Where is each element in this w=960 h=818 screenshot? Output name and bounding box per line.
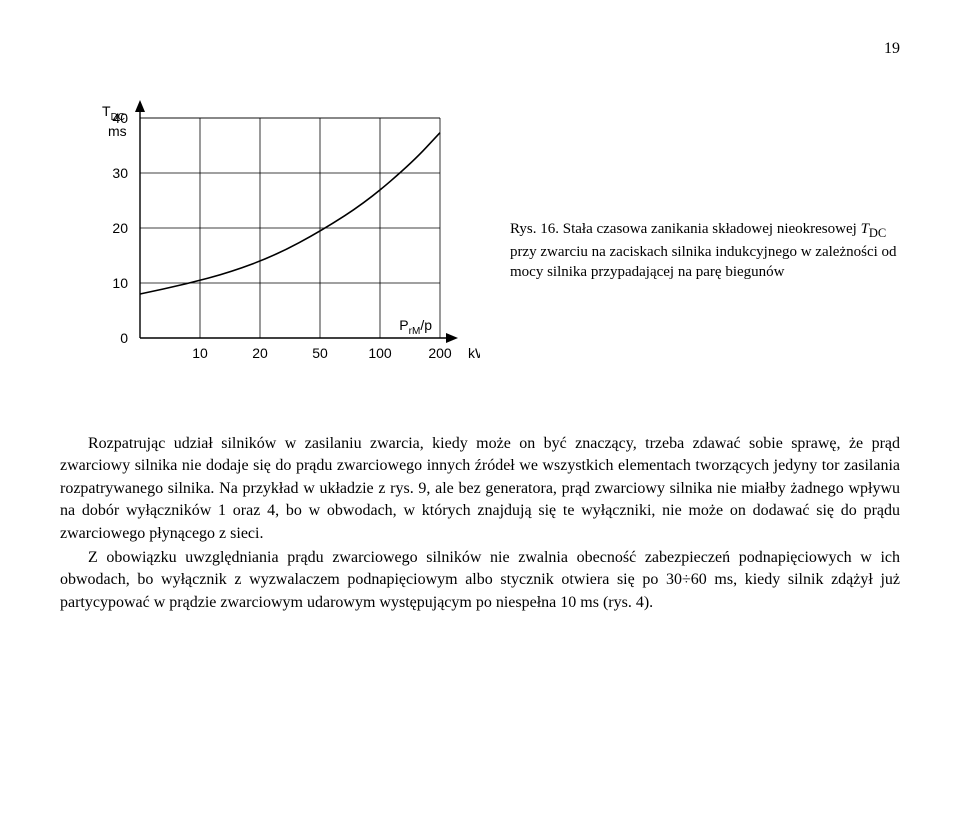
svg-text:100: 100	[368, 345, 392, 361]
caption-text-b: przy zwarciu na zaciskach silnika indukc…	[510, 244, 897, 280]
chart: 010203040TDCms102050100200kWPrM/p	[60, 88, 480, 413]
svg-text:TDC: TDC	[102, 103, 125, 123]
paragraph-2: Z obowiązku uwzględniania prądu zwarciow…	[60, 547, 900, 614]
svg-text:kW: kW	[468, 345, 480, 361]
paragraph-1: Rozpatrując udział silników w zasilaniu …	[60, 433, 900, 545]
caption-symbol-T: T	[861, 221, 869, 237]
caption-sub-dc: DC	[869, 226, 886, 240]
caption-text: Stała czasowa zanikania składowej nieokr…	[563, 221, 861, 237]
svg-text:50: 50	[312, 345, 328, 361]
svg-text:ms: ms	[108, 123, 127, 139]
figure-block: 010203040TDCms102050100200kWPrM/p Rys. 1…	[60, 88, 900, 413]
svg-text:30: 30	[112, 165, 128, 181]
page-number: 19	[60, 40, 900, 58]
body-text: Rozpatrując udział silników w zasilaniu …	[60, 433, 900, 614]
svg-text:200: 200	[428, 345, 452, 361]
svg-text:PrM/p: PrM/p	[399, 317, 432, 337]
svg-text:20: 20	[252, 345, 268, 361]
svg-text:0: 0	[120, 330, 128, 346]
svg-text:20: 20	[112, 220, 128, 236]
svg-text:10: 10	[112, 275, 128, 291]
caption-prefix: Rys. 16.	[510, 221, 563, 237]
figure-caption: Rys. 16. Stała czasowa zanikania składow…	[480, 219, 900, 282]
svg-text:10: 10	[192, 345, 208, 361]
